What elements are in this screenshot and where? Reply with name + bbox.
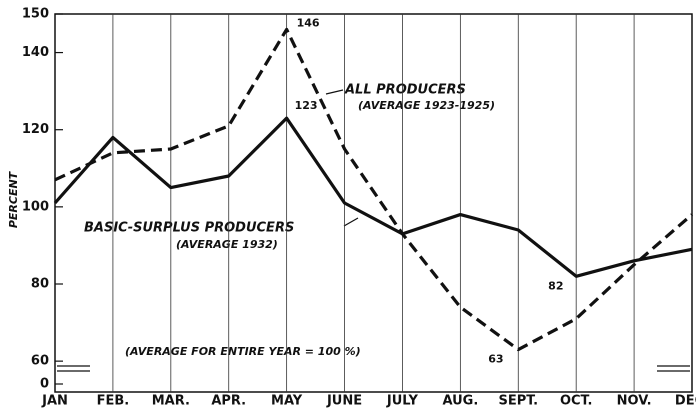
y-tick-label: 120 (22, 122, 49, 137)
data-label: 82 (548, 279, 563, 292)
x-tick-label: APR. (211, 394, 246, 408)
x-tick-label: JAN (41, 394, 68, 408)
data-label: 146 (297, 16, 320, 29)
plot-frame (54, 13, 693, 393)
y-tick-label: 60 (31, 354, 49, 369)
data-label: 63 (488, 353, 503, 366)
x-tick-label: OCT. (560, 394, 592, 408)
y-axis-label: PERCENT (7, 170, 20, 228)
x-tick-label: SEPT. (498, 394, 538, 408)
x-tick-label: MAY (271, 394, 303, 408)
series-line (54, 27, 694, 352)
y-tick-label: 140 (22, 45, 49, 60)
axis-break (57, 366, 90, 371)
series-label: BASIC-SURPLUS PRODUCERS (84, 221, 294, 236)
x-tick-label: AUG. (442, 394, 478, 408)
x-tick-label: JULY (386, 394, 419, 408)
y-tick-label: 0 (40, 377, 49, 392)
leader-line (343, 217, 359, 227)
annotation: (AVERAGE 1932) (176, 238, 278, 251)
x-tick-label: JUNE (326, 394, 362, 408)
y-tick-label: 80 (31, 277, 49, 292)
leader-line (325, 89, 344, 95)
y-tick-label: 150 (22, 7, 49, 22)
x-tick-label: DEC. (675, 394, 696, 408)
series-line (53, 116, 693, 278)
series-label: ALL PRODUCERS (344, 83, 466, 98)
x-tick-label: FEB. (97, 394, 130, 408)
y-tick-label: 100 (22, 199, 49, 214)
annotation: (AVERAGE 1923-1925) (358, 99, 495, 112)
axis-break (657, 366, 690, 371)
data-label: 123 (295, 99, 318, 112)
x-tick-label: NOV. (617, 394, 652, 408)
annotation: (AVERAGE FOR ENTIRE YEAR = 100 %) (125, 345, 361, 358)
x-tick-label: MAR. (152, 394, 190, 408)
